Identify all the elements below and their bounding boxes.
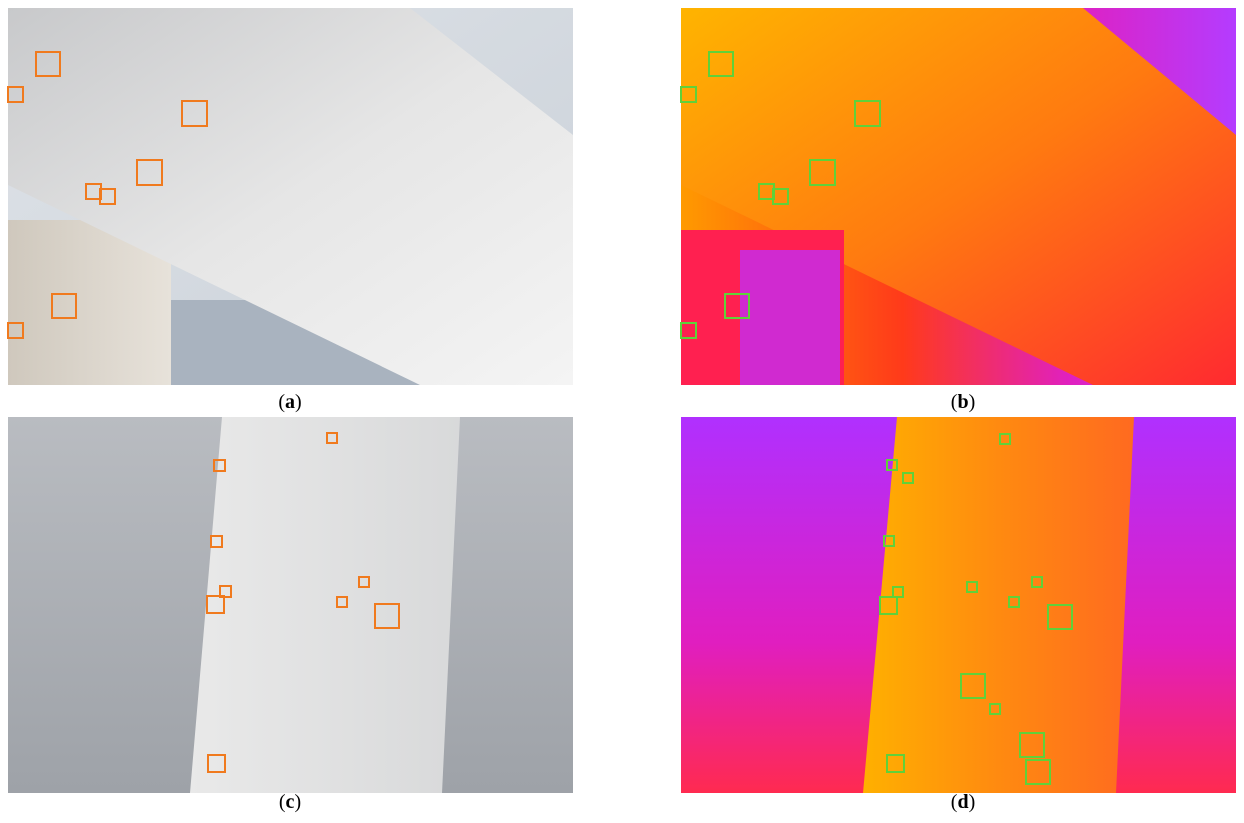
caption: (b) xyxy=(951,391,975,413)
pillar-shade xyxy=(740,250,840,385)
figure: (a) (b) (c) xyxy=(0,0,1244,823)
caption: (c) xyxy=(279,791,301,813)
panel-a: (a) xyxy=(8,8,573,413)
caption: (a) xyxy=(278,391,301,413)
pillar xyxy=(190,417,460,793)
caption: (d) xyxy=(951,791,975,813)
panel-b: (b) xyxy=(681,8,1236,413)
panel-d: (d) xyxy=(681,417,1236,813)
panel-c: (c) xyxy=(8,417,573,813)
